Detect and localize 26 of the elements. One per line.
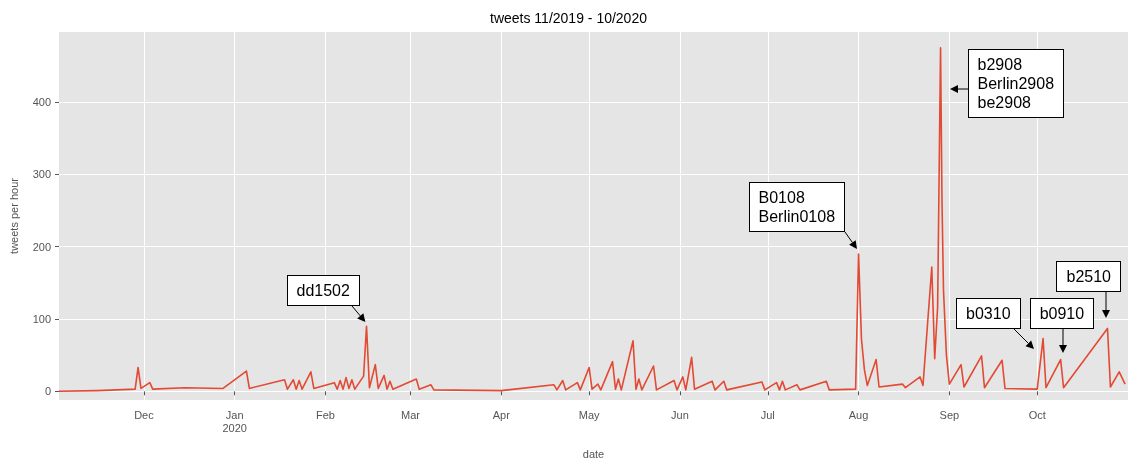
annotation: dd1502 [286, 275, 360, 307]
annotation: b2908 Berlin2908 be2908 [967, 48, 1065, 118]
y-tick-label: 0 [44, 385, 51, 398]
y-axis-title: tweets per hour [7, 177, 20, 254]
x-tick-label: Jan 2020 [222, 408, 247, 434]
x-axis-title: date [582, 447, 605, 460]
x-tick-label: Jun [671, 408, 689, 421]
annotation: b0310 [956, 297, 1021, 329]
x-tick-label: Mar [400, 408, 421, 421]
line-series [58, 47, 1126, 393]
x-tick-label: Feb [316, 408, 335, 421]
y-tick-label: 400 [32, 96, 51, 109]
x-tick-label: Oct [1028, 408, 1046, 421]
y-tick-label: 200 [32, 240, 51, 253]
annotation: B0108 Berlin0108 [748, 181, 846, 232]
x-tick-label: Sep [939, 408, 960, 421]
x-tick-label: Aug [848, 408, 869, 421]
x-tick-label: Dec [134, 408, 155, 421]
annotation: b0910 [1029, 297, 1095, 329]
y-tick-label: 300 [32, 168, 51, 181]
x-tick-label: Apr [492, 408, 511, 421]
annotation: b2510 [1056, 261, 1121, 293]
x-tick-label: Jul [760, 408, 775, 421]
y-tick-label: 100 [32, 313, 51, 326]
chart-title: tweets 11/2019 - 10/2020 [490, 10, 648, 26]
x-tick-label: May [578, 408, 600, 421]
